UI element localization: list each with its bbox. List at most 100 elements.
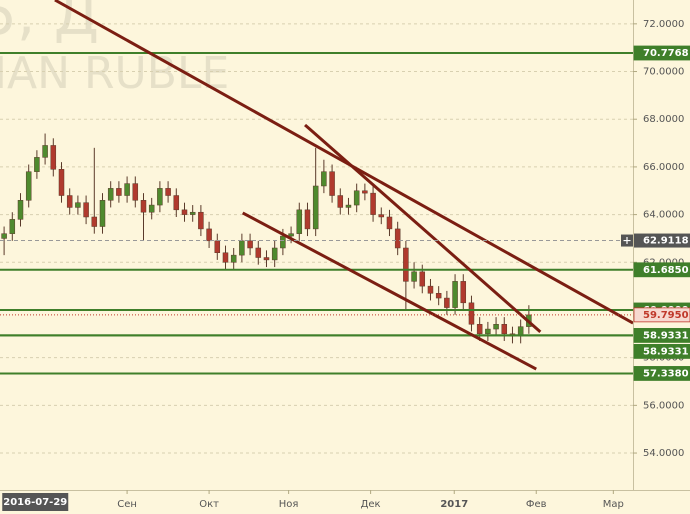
level-tag: 70.7768	[643, 48, 689, 59]
candle-body	[394, 228, 401, 249]
candle-body	[329, 171, 335, 196]
candle-body	[17, 200, 24, 220]
candle-body	[304, 209, 311, 230]
y-tick-label: 70.0000	[643, 67, 684, 78]
y-tick-label: 66.0000	[643, 162, 684, 173]
watermark: IAN RUBLE	[0, 48, 229, 99]
candle-body	[107, 188, 114, 201]
crosshair-y-label: 62.9118	[643, 236, 689, 247]
candle-body	[378, 214, 385, 218]
candle-body	[140, 200, 147, 213]
candle-body	[173, 195, 180, 211]
candle-body	[452, 281, 458, 308]
candle-body	[42, 145, 48, 158]
candle-body	[353, 190, 360, 206]
candle-body	[247, 240, 253, 249]
candle-body	[501, 324, 508, 335]
candle-body	[181, 209, 188, 215]
candle-body	[206, 228, 212, 242]
candle-body	[83, 202, 89, 218]
candle-body	[58, 169, 65, 196]
level-tag: 57.3380	[643, 368, 689, 379]
candle-body	[312, 185, 319, 230]
candle-body	[296, 209, 303, 234]
candle-body	[66, 195, 73, 208]
crosshair-y-box	[634, 233, 690, 248]
candle-body	[124, 183, 130, 196]
candle-body	[99, 200, 106, 227]
level-tag: 58.9331	[643, 346, 689, 357]
candle-body	[403, 247, 409, 282]
trendline	[54, 0, 633, 325]
candle-body	[345, 204, 352, 208]
x-tick-label: Мар	[603, 499, 624, 510]
y-tick-label: 54.0000	[643, 448, 684, 459]
candle-body	[280, 235, 286, 249]
level-tag-box	[633, 328, 690, 343]
level-tag-box	[633, 366, 690, 381]
candle-body	[468, 302, 475, 325]
candle-body	[34, 157, 40, 172]
candle-body	[25, 171, 32, 201]
candle-body	[419, 271, 426, 287]
plot-area	[0, 0, 633, 454]
y-tick-label: 72.0000	[643, 19, 684, 30]
candle-body	[460, 281, 467, 304]
candle-body	[288, 233, 294, 237]
x-tick-label: Сен	[117, 499, 137, 510]
candle-body	[239, 240, 245, 256]
candle-body	[427, 285, 434, 294]
crosshair-x-label: 2016-07-29	[3, 497, 67, 508]
x-tick-label: Фев	[526, 499, 547, 510]
candle-body	[165, 188, 171, 196]
level-tag-box	[633, 45, 690, 61]
candle-body	[214, 240, 221, 253]
candle-body	[337, 195, 344, 208]
candle-body	[116, 188, 122, 196]
candle-body	[485, 328, 491, 335]
crosshair-plus	[623, 237, 631, 245]
candle-body	[50, 145, 57, 170]
last-price-tag: 59.7950	[643, 310, 689, 321]
candle-body	[230, 254, 237, 263]
candle-body	[1, 233, 7, 239]
x-tick-label: 2017	[440, 499, 468, 510]
candle-body	[9, 219, 16, 234]
candle-body	[148, 204, 155, 213]
candle-body	[321, 171, 327, 187]
x-tick-label: Дек	[361, 499, 381, 510]
candle-body	[263, 257, 270, 261]
level-tag-box	[633, 262, 690, 278]
candle-body	[198, 211, 204, 230]
candle-body	[386, 216, 393, 230]
crosshair-x-box	[2, 493, 69, 511]
level-tag: 58.9331	[643, 330, 689, 341]
candle-body	[271, 247, 278, 261]
level-tag-box	[633, 344, 690, 359]
level-tag: 61.6850	[643, 265, 689, 276]
y-tick-label: 56.0000	[643, 400, 684, 411]
last-price-box	[633, 307, 690, 323]
candle-body	[91, 216, 98, 227]
candle-body	[444, 297, 450, 308]
x-tick-label: Окт	[199, 499, 219, 510]
candle-body	[255, 247, 262, 258]
candle-body	[493, 324, 499, 330]
candle-body	[411, 271, 417, 282]
trendline	[304, 123, 542, 334]
candle-body	[370, 192, 376, 215]
candle-body	[362, 190, 368, 194]
candle-body	[476, 324, 483, 335]
candle-body	[75, 202, 81, 208]
candle-body	[435, 293, 442, 299]
y-tick-label: 64.0000	[643, 210, 684, 221]
candle-body	[132, 183, 139, 201]
candle-body	[189, 211, 196, 215]
candle-body	[157, 188, 163, 206]
y-tick-label: 68.0000	[643, 114, 684, 125]
candle-body	[222, 252, 229, 263]
trendline	[242, 211, 537, 371]
x-tick-label: Ноя	[279, 499, 299, 510]
